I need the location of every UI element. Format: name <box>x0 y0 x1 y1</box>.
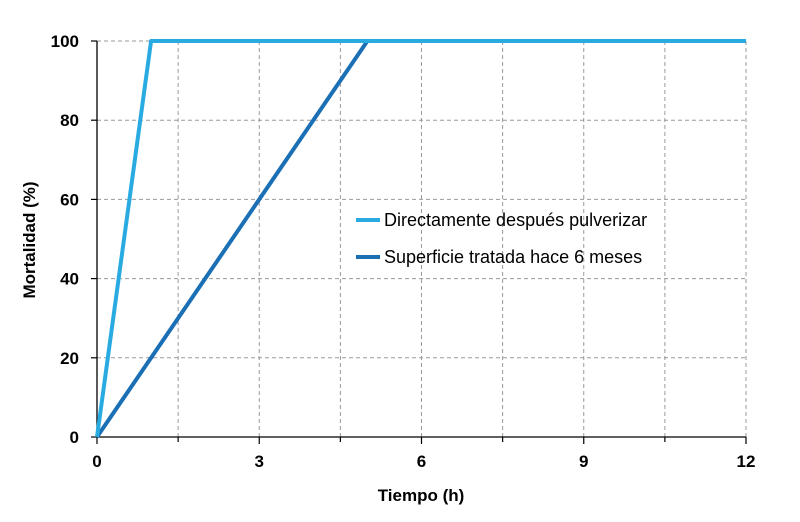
y-tick-label: 60 <box>60 190 79 209</box>
y-tick-label: 100 <box>51 32 79 51</box>
data-series <box>95 39 746 439</box>
y-tick-label: 80 <box>60 111 79 130</box>
x-tick-label: 0 <box>92 452 101 471</box>
legend: Directamente después pulverizar Superfici… <box>356 210 647 267</box>
y-tick-label: 0 <box>70 428 79 447</box>
x-tick-label: 9 <box>579 452 588 471</box>
axes <box>91 40 747 444</box>
legend-label: Superficie tratada hace 6 meses <box>384 247 642 267</box>
x-tick-label: 6 <box>417 452 426 471</box>
y-tick-label: 20 <box>60 349 79 368</box>
x-tick-label: 3 <box>255 452 264 471</box>
legend-label: Directamente después pulverizar <box>384 210 647 230</box>
y-axis-title: Mortalidad (%) <box>20 181 39 298</box>
x-axis-title: Tiempo (h) <box>378 486 465 505</box>
series-line <box>95 39 746 438</box>
tick-labels: 0 3 6 9 12 0 20 40 60 80 100 <box>51 32 756 471</box>
grid-lines <box>97 40 747 437</box>
y-tick-label: 40 <box>60 270 79 289</box>
x-tick-label: 12 <box>737 452 756 471</box>
